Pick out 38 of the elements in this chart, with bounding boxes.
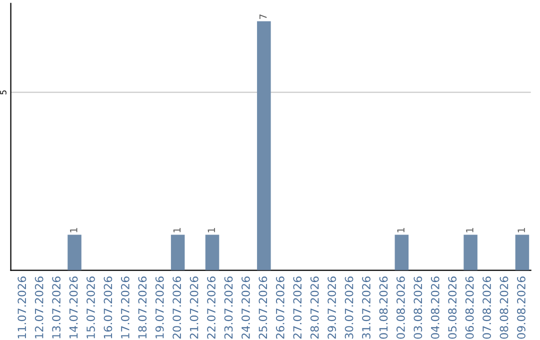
x-tick-label: 27.07.2026: [293, 276, 302, 339]
x-tick-label: 14.07.2026: [69, 276, 78, 338]
x-tick-label: 13.07.2026: [52, 276, 61, 338]
x-tick-label: 11.07.2026: [18, 276, 26, 338]
x-tick-label: 24.07.2026: [242, 276, 250, 339]
x-tick-label: 08.08.2026: [500, 276, 508, 339]
x-tick-label: 28.07.2026: [310, 276, 319, 339]
x-tick-label: 19.07.2026: [155, 276, 164, 338]
data-label: 1: [208, 228, 215, 232]
x-tick-label: 18.07.2026: [138, 276, 147, 338]
x-tick-label: 30.07.2026: [344, 276, 354, 339]
data-label: 1: [466, 228, 474, 232]
x-tick-label: 15.07.2026: [86, 276, 95, 338]
x-tick-label: 12.07.2026: [34, 276, 44, 338]
x-tick-label: 26.07.2026: [276, 276, 284, 339]
x-tick-label: 29.07.2026: [328, 276, 336, 339]
x-tick-label: 02.08.2026: [396, 276, 405, 339]
data-label: 1: [70, 228, 78, 232]
x-tick-label: 07.08.2026: [482, 276, 491, 339]
data-label: 1: [518, 228, 525, 232]
data-label: 7: [260, 14, 267, 20]
x-tick-label: 23.07.2026: [224, 276, 233, 339]
data-label: 1: [397, 228, 404, 232]
data-label: 1: [173, 228, 181, 232]
x-tick-label: 09.08.2026: [517, 276, 526, 339]
x-tick-label: 25.07.2026: [258, 276, 268, 339]
x-tick-label: 03.08.2026: [414, 276, 422, 339]
y-tick-label: 5: [0, 90, 6, 94]
x-tick-label: 04.08.2026: [430, 276, 440, 339]
x-tick-label: 05.08.2026: [448, 276, 457, 339]
x-tick-label: 06.08.2026: [465, 276, 474, 339]
x-tick-label: 22.07.2026: [207, 276, 216, 339]
x-tick-label: 20.07.2026: [172, 276, 182, 339]
x-tick-label: 17.07.2026: [120, 276, 130, 338]
x-tick-label: 16.07.2026: [104, 276, 112, 338]
x-tick-label: 21.07.2026: [190, 276, 198, 339]
x-tick-label: 31.07.2026: [362, 276, 370, 339]
x-tick-label: 01.08.2026: [379, 276, 388, 339]
